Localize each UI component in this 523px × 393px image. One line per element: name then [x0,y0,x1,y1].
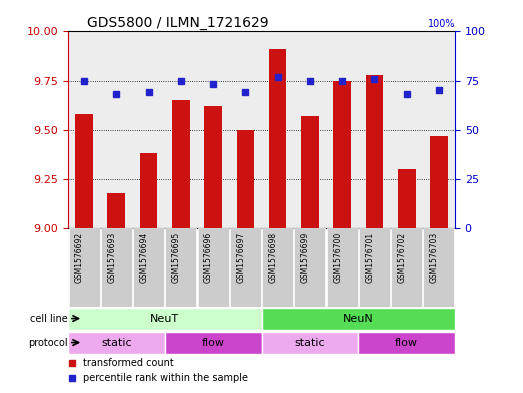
FancyBboxPatch shape [358,332,455,354]
Bar [204,106,222,228]
Bar [165,31,197,228]
Bar [333,81,351,228]
Bar [358,31,391,228]
Bar [75,114,93,228]
Text: transformed count: transformed count [84,358,174,368]
Text: GSM1576692: GSM1576692 [75,232,84,283]
Text: GSM1576694: GSM1576694 [140,232,149,283]
Text: percentile rank within the sample: percentile rank within the sample [84,373,248,384]
Text: GSM1576696: GSM1576696 [204,232,213,283]
FancyBboxPatch shape [262,307,455,330]
Bar [294,31,326,228]
FancyBboxPatch shape [262,332,358,354]
Bar [301,116,319,228]
FancyBboxPatch shape [69,228,99,307]
Text: GSM1576697: GSM1576697 [236,232,245,283]
Text: GSM1576693: GSM1576693 [107,232,116,283]
Text: protocol: protocol [28,338,68,347]
FancyBboxPatch shape [359,228,390,307]
FancyBboxPatch shape [165,228,196,307]
Text: cell line: cell line [30,314,68,323]
Bar [366,75,383,228]
FancyBboxPatch shape [327,228,358,307]
FancyBboxPatch shape [230,228,261,307]
Bar [132,31,165,228]
FancyBboxPatch shape [424,228,454,307]
FancyBboxPatch shape [133,228,164,307]
Text: 100%: 100% [427,20,455,29]
Text: GSM1576702: GSM1576702 [397,232,407,283]
Bar [68,31,100,228]
Text: static: static [101,338,132,347]
FancyBboxPatch shape [68,332,165,354]
Bar [108,193,125,228]
Text: GSM1576695: GSM1576695 [172,232,181,283]
Bar [326,31,358,228]
Text: static: static [294,338,325,347]
Text: GSM1576701: GSM1576701 [366,232,374,283]
FancyBboxPatch shape [101,228,132,307]
Bar [262,31,294,228]
Text: GSM1576699: GSM1576699 [301,232,310,283]
Bar [229,31,262,228]
Text: NeuT: NeuT [150,314,179,323]
Text: GDS5800 / ILMN_1721629: GDS5800 / ILMN_1721629 [87,17,269,30]
FancyBboxPatch shape [198,228,229,307]
Text: GSM1576703: GSM1576703 [430,232,439,283]
Bar [398,169,415,228]
Bar [423,31,455,228]
Bar [172,100,190,228]
FancyBboxPatch shape [165,332,262,354]
Bar [430,136,448,228]
Bar [140,153,157,228]
Text: NeuN: NeuN [343,314,373,323]
Text: flow: flow [395,338,418,347]
FancyBboxPatch shape [68,307,262,330]
Bar [269,49,287,228]
Bar [236,130,254,228]
FancyBboxPatch shape [262,228,293,307]
Text: GSM1576700: GSM1576700 [333,232,342,283]
Bar [197,31,229,228]
Text: GSM1576698: GSM1576698 [269,232,278,283]
FancyBboxPatch shape [391,228,422,307]
Bar [100,31,132,228]
Bar [391,31,423,228]
FancyBboxPatch shape [294,228,325,307]
Text: flow: flow [202,338,224,347]
